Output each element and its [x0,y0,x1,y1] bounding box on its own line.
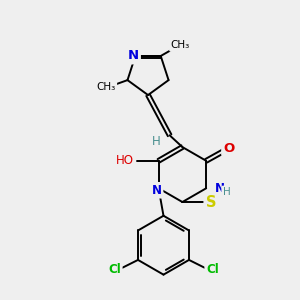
Text: N: N [128,50,139,62]
Text: HO: HO [116,154,134,167]
Text: CH₃: CH₃ [96,82,116,92]
Text: H: H [223,187,231,197]
Text: Cl: Cl [206,263,219,276]
Text: N: N [152,184,162,197]
Text: S: S [206,194,216,209]
Text: O: O [223,142,234,154]
Text: CH₃: CH₃ [171,40,190,50]
Text: N: N [215,182,225,195]
Text: H: H [152,135,160,148]
Text: Cl: Cl [108,263,121,276]
